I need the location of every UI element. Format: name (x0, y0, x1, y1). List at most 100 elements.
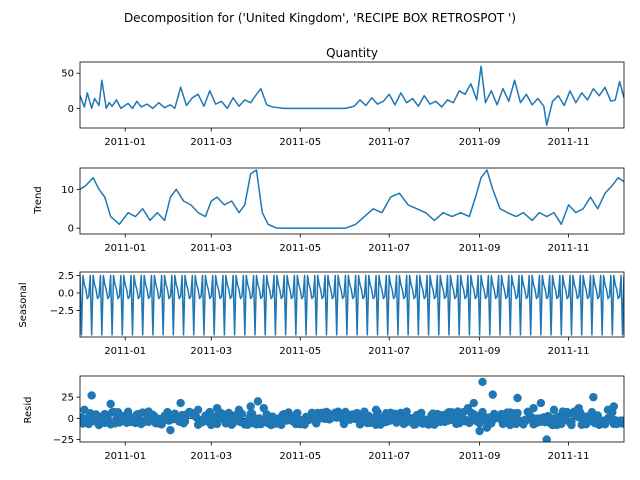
y-tick-label: 10 (61, 185, 74, 196)
x-tick-label: 2011-01 (104, 137, 146, 148)
resid-point (166, 425, 175, 435)
resid-point (574, 403, 583, 413)
quantity-panel: Quantity 0 50 2011-01 2011-03 2011-05 2011-07… (61, 46, 625, 148)
resid-point (529, 403, 538, 413)
resid-point (596, 417, 605, 426)
x-tick-label: 2011-09 (459, 451, 501, 462)
seasonal-ylabel: Seasonal (18, 282, 29, 327)
resid-point (581, 419, 591, 428)
x-tick-label: 2011-05 (279, 137, 321, 148)
y-tick-label: 0.0 (58, 288, 74, 299)
resid-point (323, 414, 333, 423)
resid-point (212, 403, 222, 413)
trend-ylabel: Trend (33, 186, 44, 214)
resid-point (351, 409, 360, 419)
x-tick-label: 2011-09 (459, 346, 501, 357)
resid-point (296, 415, 305, 425)
x-tick-label: 2011-03 (190, 451, 232, 462)
resid-point (433, 409, 442, 419)
resid-point (482, 423, 492, 432)
y-tick-label: 0 (68, 414, 74, 425)
x-tick-label: 2011-03 (190, 137, 232, 148)
trend-panel: Trend 0 10 2011-01 2011-03 2011-05 2011-07 201… (33, 167, 625, 254)
x-tick-label: 2011-09 (459, 137, 501, 148)
resid-point (259, 403, 268, 413)
figure-suptitle: Decomposition for ('United Kingdom', 'RE… (124, 11, 516, 25)
x-tick-label: 2011-07 (368, 243, 410, 254)
resid-point (615, 416, 624, 426)
resid-point (469, 398, 478, 408)
resid-point (549, 405, 559, 415)
x-tick-label: 2011-07 (368, 451, 410, 462)
resid-point (475, 426, 484, 436)
resid-point (80, 405, 89, 415)
resid-point (465, 418, 474, 428)
resid-point (513, 393, 522, 403)
resid-point (87, 391, 96, 400)
resid-point (609, 402, 618, 411)
resid-point (193, 405, 203, 415)
resid-point (122, 416, 131, 426)
resid-point (361, 416, 371, 426)
resid-point (382, 409, 391, 418)
axes-frame (79, 271, 625, 338)
x-tick-label: 2011-09 (459, 243, 501, 254)
resid-point (144, 407, 153, 416)
seasonal-series-line (80, 274, 624, 336)
plot-area (80, 65, 624, 126)
x-tick-label: 2011-05 (279, 451, 321, 462)
resid-point (513, 408, 522, 418)
y-tick-label: −2.5 (50, 306, 74, 317)
x-tick-label: 2011-07 (368, 137, 410, 148)
quantity-panel-title: Quantity (326, 46, 378, 60)
resid-point (100, 409, 109, 419)
trend-series-line (80, 169, 624, 229)
x-tick-label: 2011-11 (548, 243, 590, 254)
y-tick-label: 0 (68, 104, 74, 115)
axes-frame (79, 167, 625, 235)
x-tick-label: 2011-03 (190, 346, 232, 357)
resid-point (402, 407, 411, 416)
x-tick-label: 2011-01 (104, 346, 146, 357)
axes-frame (79, 375, 625, 443)
plot-area (80, 169, 624, 229)
resid-point (422, 415, 432, 425)
resid-point (589, 392, 598, 402)
y-tick-label: 50 (61, 69, 74, 80)
resid-point (94, 420, 104, 430)
resid-point (309, 411, 318, 420)
resid-point (558, 407, 567, 416)
x-tick-label: 2011-03 (190, 243, 232, 254)
x-tick-label: 2011-07 (368, 346, 410, 357)
resid-point (443, 416, 452, 426)
y-tick-label: 2.5 (58, 271, 74, 282)
plot-area (80, 377, 624, 442)
resid-point (506, 420, 515, 430)
resid-point (253, 397, 263, 406)
resid-point (463, 403, 473, 413)
quantity-series-line (80, 65, 624, 126)
resid-point (341, 415, 350, 425)
resid-point (497, 409, 506, 419)
resid-point (223, 415, 232, 425)
x-tick-label: 2011-11 (548, 346, 590, 357)
resid-point (106, 399, 115, 409)
x-tick-label: 2011-05 (279, 243, 321, 254)
resid-point (176, 398, 185, 408)
resid-point (205, 418, 214, 427)
y-tick-label: −25 (53, 435, 74, 446)
resid-point (453, 407, 462, 416)
x-tick-label: 2011-11 (548, 451, 590, 462)
x-tick-label: 2011-05 (279, 346, 321, 357)
resid-point (371, 405, 381, 415)
x-tick-label: 2011-01 (104, 243, 146, 254)
x-tick-label: 2011-11 (548, 137, 590, 148)
resid-point (542, 435, 551, 442)
resid-point (123, 407, 133, 416)
resid-point (154, 417, 163, 426)
resid-point (185, 409, 194, 418)
resid-point (536, 398, 546, 408)
resid-point (392, 417, 401, 426)
